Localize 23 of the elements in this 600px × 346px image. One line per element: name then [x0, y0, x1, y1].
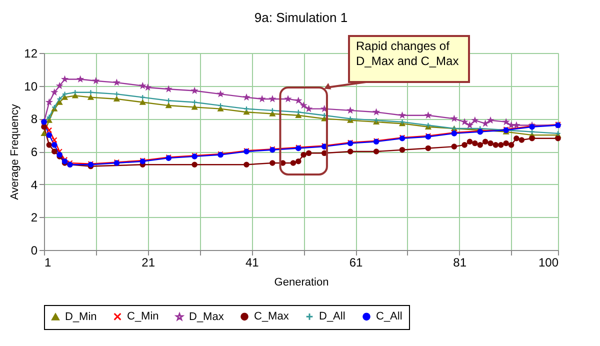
x-tick-label: 81	[453, 256, 467, 270]
legend-label: C_Max	[254, 310, 290, 323]
annotation: Rapid changes of D_Max and C_Max	[356, 39, 459, 68]
y-tick-label: 12	[24, 46, 38, 60]
x-axis-title: Generation	[274, 276, 329, 288]
x-tick-label: 1	[44, 256, 52, 270]
x-tick-label: 100	[538, 256, 559, 270]
y-tick-label: 6	[30, 145, 38, 159]
y-axis-title: Average Frequency	[9, 104, 22, 200]
chart-title: 9a: Simulation 1	[254, 10, 348, 25]
x-tick-label: 61	[349, 256, 364, 270]
y-tick-label: 8	[30, 112, 38, 126]
legend-label: D_Max	[189, 310, 224, 323]
legend-label: C_Min	[127, 310, 159, 323]
x-tick-label: 41	[245, 256, 260, 270]
legend-label: D_Min	[65, 310, 97, 323]
y-tick-label: 10	[24, 79, 38, 94]
legend-label: C_All	[376, 310, 402, 323]
x-tick-label: 21	[142, 256, 156, 270]
y-tick-label: 0	[30, 244, 38, 258]
legend-label: D_All	[319, 310, 346, 323]
y-tick-label: 4	[30, 178, 38, 192]
y-tick-label: 2	[30, 210, 38, 225]
